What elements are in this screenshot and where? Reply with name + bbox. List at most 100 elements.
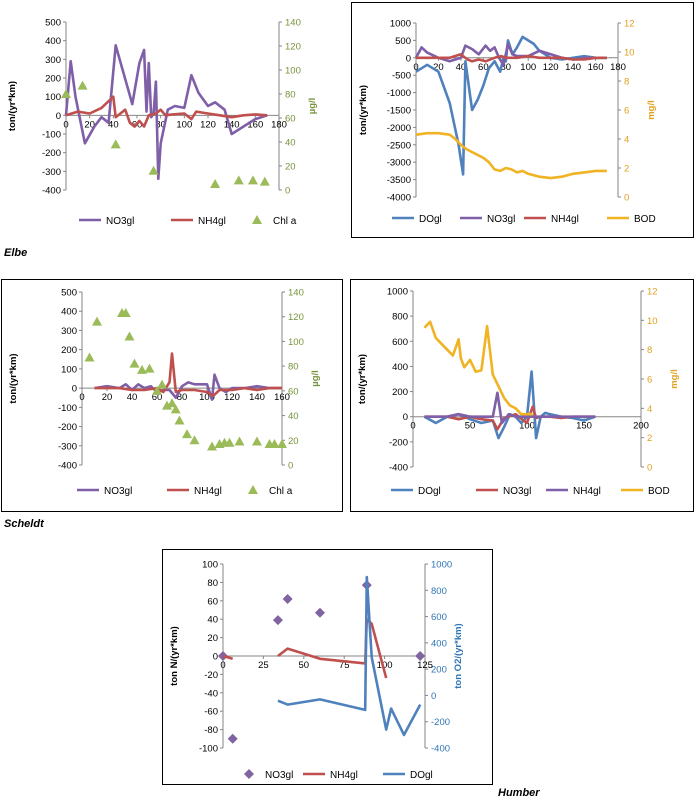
data-point-chl-a — [277, 438, 287, 448]
y2-tick-label: 0 — [288, 461, 293, 472]
y2-tick-label: 120 — [288, 312, 304, 323]
x-tick-label: 120 — [200, 119, 216, 130]
y-tick-label: -3000 — [387, 158, 411, 169]
y-tick-label: -60 — [204, 707, 218, 718]
y2-tick-label: 20 — [288, 436, 299, 447]
x-tick-label: 125 — [417, 660, 433, 671]
legend-item-no3gl: NO3gl — [79, 216, 134, 227]
data-point-chl-a — [247, 175, 258, 185]
y-tick-label: 600 — [392, 337, 408, 348]
data-point-chl-a — [162, 400, 172, 410]
y-tick-label: 0 — [213, 652, 218, 663]
y2-tick-label: 100 — [288, 337, 304, 348]
data-point-chl-a — [210, 179, 221, 188]
data-point-chl-a — [234, 436, 245, 446]
data-point-chl-a — [120, 308, 131, 318]
y-tick-label: -400 — [389, 463, 408, 474]
y-tick-label: 0 — [56, 111, 61, 122]
y2-tick-label: 10 — [647, 316, 658, 327]
x-tick-label: 60 — [152, 392, 163, 403]
x-tick-label: 100 — [377, 660, 393, 671]
legend-item-chl-a: Chl a — [248, 485, 293, 497]
y-tick-label: -200 — [58, 422, 77, 433]
y-tick-label: 100 — [45, 92, 61, 103]
legend-label: DOgl — [418, 486, 441, 497]
y2-tick-label: 0 — [647, 463, 652, 474]
x-tick-label: 120 — [543, 62, 559, 73]
legend-swatch — [248, 485, 258, 494]
humber-caption: Humber — [498, 787, 540, 799]
y-tick-label: -2000 — [387, 123, 411, 134]
scheldt-left-chart: 5004003002001000-100-200-300-40014012010… — [8, 288, 321, 498]
y2-tick-label: 6 — [624, 106, 629, 117]
legend-label: NH4gl — [194, 486, 222, 497]
y2-tick-label: 2 — [624, 164, 629, 175]
y2-tick-label: 2 — [647, 433, 652, 444]
x-tick-label: 180 — [271, 119, 287, 130]
y2-tick-label: 40 — [288, 411, 299, 422]
x-tick-label: 0 — [63, 119, 68, 130]
legend-item-nh4gl: NH4gl — [546, 486, 601, 497]
legend-item-nh4gl: NH4gl — [303, 770, 358, 781]
y-tick-label: 100 — [202, 560, 218, 571]
legend-swatch — [244, 769, 254, 779]
y2-tick-label: 100 — [285, 66, 301, 77]
x-tick-label: 140 — [249, 392, 265, 403]
y-tick-label: -400 — [42, 186, 61, 197]
y-tick-label: 1000 — [387, 287, 408, 298]
legend-label: NH4gl — [198, 216, 226, 227]
data-point-chl-a — [110, 139, 121, 149]
y-tick-label: 300 — [45, 55, 61, 66]
legend-label: NO3gl — [106, 216, 134, 227]
y-tick-label: -3500 — [387, 175, 411, 186]
series-line-nh4gl — [65, 95, 268, 128]
y-tick-label: -80 — [204, 725, 218, 736]
series-line-nh4gl — [424, 391, 596, 425]
legend-item-dogl: DOgl — [392, 214, 442, 225]
x-tick-label: 160 — [588, 62, 604, 73]
x-tick-label: 200 — [633, 421, 649, 432]
y-tick-label: 500 — [395, 36, 411, 47]
legend-item-no3gl: NO3gl — [244, 769, 293, 781]
legend-item-no3gl: NO3gl — [460, 214, 515, 225]
x-tick-label: 50 — [465, 421, 476, 432]
legend-item-no3gl: NO3gl — [77, 486, 132, 497]
y-tick-label: 500 — [45, 18, 61, 29]
x-tick-label: 80 — [177, 392, 188, 403]
y-tick-label: 20 — [207, 633, 218, 644]
data-point-chl-a — [152, 385, 162, 395]
x-tick-label: 20 — [84, 119, 95, 130]
y-tick-label: 300 — [61, 326, 77, 337]
y-tick-label: -100 — [199, 744, 218, 755]
y-tick-label: -300 — [42, 167, 61, 178]
data-point-chl-a — [167, 398, 177, 408]
x-tick-label: 75 — [339, 660, 350, 671]
scheldt-caption: Scheldt — [4, 518, 44, 530]
x-tick-label: 80 — [500, 62, 511, 73]
series-line-bod — [415, 131, 607, 180]
elbe-caption: Elbe — [4, 247, 28, 259]
data-point-chl-a — [157, 379, 167, 389]
y-tick-label: -1500 — [387, 106, 411, 117]
y-tick-label: -100 — [42, 130, 61, 141]
data-point-chl-a — [77, 80, 88, 90]
x-tick-label: 160 — [274, 392, 290, 403]
y-tick-label: 60 — [207, 596, 218, 607]
data-point-chl-a — [207, 441, 217, 451]
legend-item-chl-a: Chl a — [252, 215, 297, 227]
y-tick-label: -20 — [204, 670, 218, 681]
x-tick-label: 140 — [224, 119, 240, 130]
legend-label: BOD — [648, 486, 670, 497]
y2-axis-title: mg/l — [669, 369, 680, 389]
y-tick-label: 400 — [61, 307, 77, 318]
data-point-chl-a — [144, 363, 155, 373]
legend-label: NH4gl — [330, 770, 358, 781]
legend-label: Chl a — [269, 486, 293, 497]
y2-tick-label: 4 — [624, 135, 629, 146]
y-tick-label: 200 — [61, 345, 77, 356]
x-tick-label: 140 — [565, 62, 581, 73]
data-point-chl-a — [170, 404, 181, 414]
scheldt-left-panel: 500 400 300 200 100 0 -100 -200 -300 -400 140 120 10… — [1, 279, 343, 512]
legend-item-nh4gl: NH4gl — [167, 486, 222, 497]
y-axis-title: ton/(yr*km) — [8, 353, 19, 403]
